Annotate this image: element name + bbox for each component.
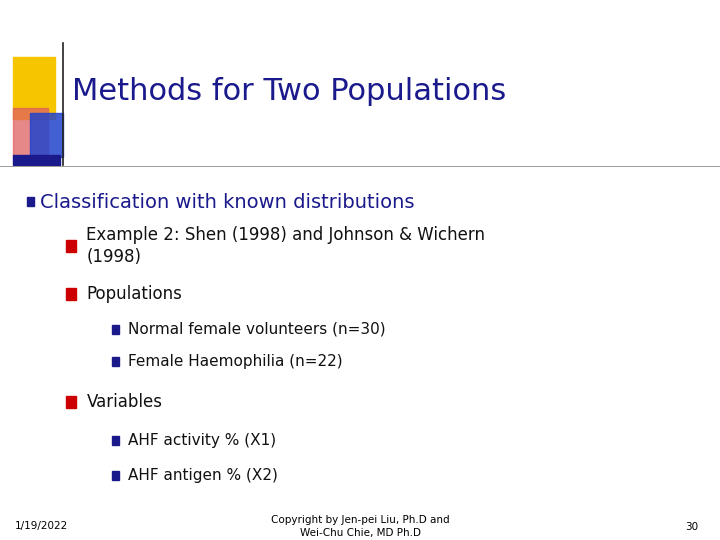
Text: 30: 30 — [685, 522, 698, 531]
Bar — [66, 396, 76, 408]
Text: Example 2: Shen (1998) and Johnson & Wichern
(1998): Example 2: Shen (1998) and Johnson & Wic… — [86, 226, 485, 266]
Text: Variables: Variables — [86, 393, 163, 411]
Text: Female Haemophilia (n=22): Female Haemophilia (n=22) — [128, 354, 343, 369]
Bar — [66, 288, 76, 300]
Text: AHF antigen % (X2): AHF antigen % (X2) — [128, 468, 278, 483]
Bar — [13, 57, 55, 119]
Bar — [112, 435, 119, 445]
Bar — [112, 325, 119, 334]
Text: Classification with known distributions: Classification with known distributions — [40, 193, 414, 212]
Text: Methods for Two Populations: Methods for Two Populations — [72, 77, 506, 106]
Text: Normal female volunteers (n=30): Normal female volunteers (n=30) — [128, 322, 386, 337]
Bar — [13, 155, 60, 165]
Bar — [30, 113, 63, 157]
Bar — [112, 470, 119, 480]
Bar — [27, 197, 34, 206]
Bar — [13, 108, 48, 157]
Text: Copyright by Jen-pei Liu, Ph.D and
Wei-Chu Chie, MD Ph.D: Copyright by Jen-pei Liu, Ph.D and Wei-C… — [271, 515, 449, 538]
Bar — [112, 357, 119, 366]
Text: 1/19/2022: 1/19/2022 — [14, 522, 68, 531]
Bar — [66, 240, 76, 252]
Text: AHF activity % (X1): AHF activity % (X1) — [128, 433, 276, 448]
Text: Populations: Populations — [86, 285, 182, 303]
